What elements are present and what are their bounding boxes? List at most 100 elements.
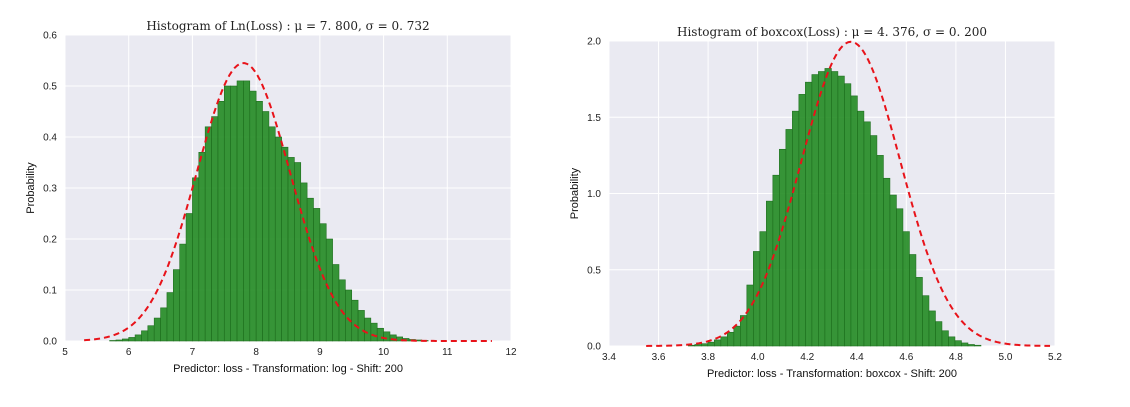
histogram-bar <box>179 243 187 342</box>
histogram-bar <box>122 338 130 342</box>
y-axis-label: Probability <box>569 167 581 219</box>
x-axis-label: Predictor: loss - Transformation: boxcox… <box>707 368 957 380</box>
y-tick-label: 0.5 <box>587 265 601 276</box>
histogram-bar <box>746 284 754 347</box>
histogram-bar <box>153 317 161 342</box>
x-axis-label: Predictor: loss - Transformation: log - … <box>173 363 403 375</box>
x-tick-label: 7 <box>190 347 196 358</box>
x-tick-label: 10 <box>378 347 390 358</box>
histogram-bar <box>255 101 263 342</box>
y-tick-label: 1.5 <box>587 113 601 124</box>
histogram-bar <box>173 269 180 342</box>
histogram-bar <box>889 194 897 347</box>
histogram-bar <box>870 135 878 347</box>
histogram-bar <box>694 344 702 347</box>
x-tick-label: 5.2 <box>1048 352 1062 363</box>
histogram-bar <box>961 342 969 347</box>
x-tick-label: 4.8 <box>949 352 963 363</box>
histogram-bar <box>147 325 155 342</box>
y-tick-label: 0.2 <box>43 235 57 246</box>
histogram-bar <box>198 152 206 342</box>
histogram-bar <box>211 116 219 342</box>
x-tick-label: 4.4 <box>850 352 864 363</box>
histogram-bar <box>883 177 891 347</box>
histogram-bar <box>109 340 117 342</box>
histogram-bar <box>192 177 200 342</box>
histogram-bar <box>707 341 715 347</box>
histogram-bar <box>837 75 845 347</box>
histogram-bar <box>223 85 231 342</box>
histogram-bar <box>863 121 871 347</box>
histogram-bar <box>798 94 806 347</box>
histogram-bar <box>236 80 244 342</box>
histogram-bar <box>300 182 308 342</box>
histogram-bar <box>376 327 384 342</box>
x-tick-label: 4.6 <box>899 352 913 363</box>
x-tick-label: 4.2 <box>800 352 814 363</box>
histogram-bar <box>857 110 865 347</box>
histogram-bar <box>753 251 761 347</box>
x-tick-label: 12 <box>505 347 517 358</box>
y-tick-label: 2.0 <box>587 37 601 48</box>
y-tick-label: 0.4 <box>43 133 57 144</box>
histogram-bar <box>792 110 800 347</box>
histogram-bar <box>844 83 852 347</box>
histogram-bar <box>818 71 826 347</box>
histogram-bar <box>935 321 943 347</box>
histogram-bar <box>759 231 767 347</box>
histogram-bar <box>281 146 289 342</box>
histogram-bar <box>850 95 858 347</box>
histogram-bar <box>902 231 910 347</box>
histogram-bar <box>831 71 839 347</box>
chart-boxcox-loss: 3.4 3.6 3.8 4.0 4.2 4.4 4.6 4.8 5.0 5.2 0.0 0.5 1.0 1… <box>569 25 1062 380</box>
histogram-bar <box>243 80 251 342</box>
histogram-bar <box>204 126 212 342</box>
histogram-bar <box>319 223 327 342</box>
histogram-bar <box>928 310 936 347</box>
x-tick-label: 3.8 <box>701 352 715 363</box>
histogram-bar <box>954 340 962 347</box>
x-tick-label: 9 <box>317 347 323 358</box>
normal-fit-curve <box>646 40 1051 347</box>
histogram-bar <box>351 299 359 342</box>
histogram-bar <box>922 295 930 347</box>
histogram-bar <box>268 126 276 342</box>
x-tick-label: 6 <box>126 347 132 358</box>
histogram-bar <box>364 317 372 342</box>
histogram-bar <box>785 129 793 347</box>
histogram-bar <box>115 339 123 342</box>
histogram-bar <box>909 254 917 347</box>
histogram-bar <box>325 238 333 342</box>
histogram-bar <box>700 343 709 347</box>
histogram-bar <box>772 174 780 347</box>
histogram-bar <box>274 136 282 342</box>
y-axis-label: Probability <box>25 162 37 214</box>
y-tick-label: 1.0 <box>587 189 601 200</box>
histogram-bar <box>876 155 884 347</box>
histogram-bar <box>357 310 365 342</box>
histogram-bar <box>128 337 136 342</box>
histogram-bar <box>306 197 314 342</box>
y-tick-label: 0.6 <box>43 31 57 42</box>
histogram-bar <box>230 85 238 342</box>
chart-ln-loss: 5 6 7 8 9 10 11 12 0.0 0.1 0.2 0.3 0.4 0.5 0.6 Histogra… <box>25 19 517 375</box>
histogram-bar <box>141 330 149 342</box>
histogram-bar <box>166 292 174 342</box>
chart-title: Histogram of boxcox(Loss) : μ = 4. 376, … <box>677 25 987 39</box>
histogram-bar <box>720 336 728 347</box>
histogram-bar <box>370 322 378 342</box>
x-tick-label: 3.6 <box>652 352 666 363</box>
histogram-bar <box>185 213 193 342</box>
x-tick-label: 11 <box>442 347 453 358</box>
y-tick-label: 0.0 <box>43 337 57 348</box>
x-tick-label: 3.4 <box>602 352 616 363</box>
histogram-bar <box>948 336 956 347</box>
histogram-bar <box>217 101 225 342</box>
y-tick-label: 0.0 <box>587 342 601 353</box>
y-tick-label: 0.5 <box>43 82 57 93</box>
histogram-bar <box>896 208 904 347</box>
y-tick-label: 0.3 <box>43 184 57 195</box>
x-tick-label: 8 <box>253 347 259 358</box>
normal-fit-curve <box>84 62 492 342</box>
